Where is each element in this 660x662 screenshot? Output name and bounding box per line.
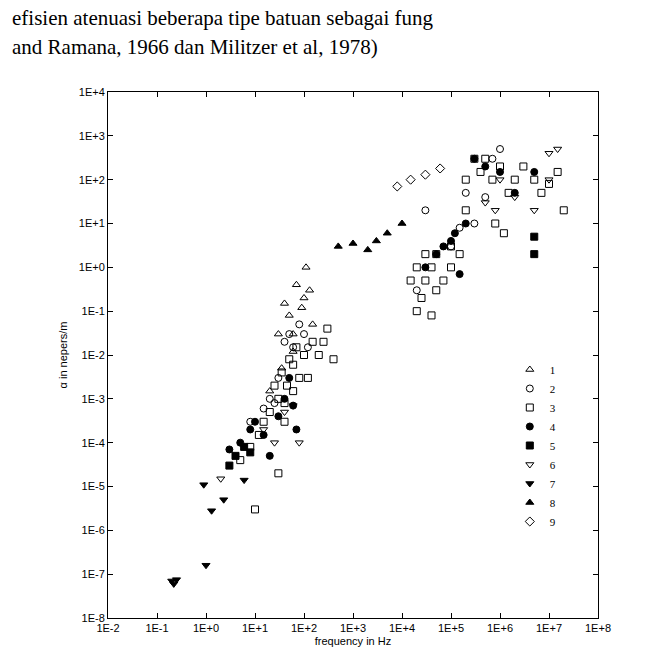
svg-text:1E-4: 1E-4 (82, 437, 105, 449)
svg-text:1E+4: 1E+4 (79, 86, 105, 98)
svg-text:5: 5 (550, 440, 556, 452)
svg-text:1E+2: 1E+2 (79, 174, 105, 186)
svg-text:α in nepers/m: α in nepers/m (57, 322, 69, 389)
svg-text:1E+5: 1E+5 (438, 622, 464, 634)
svg-text:6: 6 (550, 459, 556, 471)
svg-text:1E-6: 1E-6 (82, 524, 105, 536)
svg-text:1E+0: 1E+0 (193, 622, 219, 634)
svg-text:9: 9 (550, 516, 556, 528)
svg-text:1E+4: 1E+4 (389, 622, 415, 634)
svg-text:1E-2: 1E-2 (82, 349, 105, 361)
svg-text:and Ramana, 1966 dan Militzer: and Ramana, 1966 dan Militzer et al, 197… (12, 35, 378, 59)
svg-text:1E+1: 1E+1 (242, 622, 268, 634)
svg-text:1E-3: 1E-3 (82, 393, 105, 405)
svg-text:1E-8: 1E-8 (82, 612, 105, 624)
svg-text:1E-2: 1E-2 (96, 622, 119, 634)
svg-text:1E+2: 1E+2 (291, 622, 317, 634)
svg-text:efisien atenuasi beberapa tipe: efisien atenuasi beberapa tipe batuan se… (12, 6, 433, 30)
svg-text:1E+8: 1E+8 (585, 622, 611, 634)
svg-text:1E+1: 1E+1 (79, 217, 105, 229)
svg-text:3: 3 (550, 402, 556, 414)
svg-text:2: 2 (550, 383, 556, 395)
svg-text:1E+6: 1E+6 (487, 622, 513, 634)
svg-text:1E+0: 1E+0 (79, 261, 105, 273)
svg-text:7: 7 (550, 478, 556, 490)
svg-text:8: 8 (550, 497, 556, 509)
svg-text:frequency in Hz: frequency in Hz (315, 635, 391, 647)
svg-text:1E+3: 1E+3 (79, 130, 105, 142)
svg-text:1E-1: 1E-1 (82, 305, 105, 317)
svg-text:4: 4 (550, 421, 556, 433)
svg-text:1E+7: 1E+7 (536, 622, 562, 634)
svg-text:1: 1 (550, 364, 556, 376)
svg-text:1E-5: 1E-5 (82, 480, 105, 492)
svg-text:1E-1: 1E-1 (145, 622, 168, 634)
svg-text:1E+3: 1E+3 (340, 622, 366, 634)
svg-text:1E-7: 1E-7 (82, 568, 105, 580)
